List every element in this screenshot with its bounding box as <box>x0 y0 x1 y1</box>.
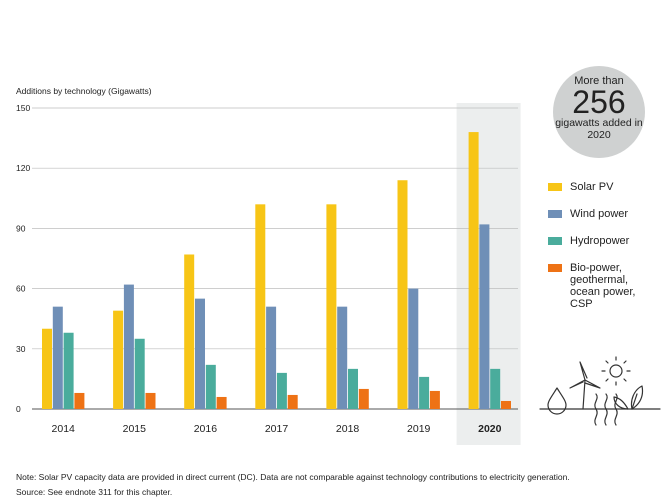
legend: Solar PV Wind power Hydropower Bio-power… <box>548 181 656 325</box>
y-tick-label: 60 <box>16 284 26 294</box>
y-tick-label: 120 <box>16 163 30 173</box>
y-tick-label: 150 <box>16 103 30 113</box>
water-drop-icon <box>547 387 567 415</box>
bar-hydropower-2018 <box>348 368 358 409</box>
y-tick-label: 0 <box>16 404 21 414</box>
bar-wind-2018 <box>337 306 348 409</box>
legend-item-solar: Solar PV <box>548 181 656 193</box>
bar-wind-2016 <box>195 298 205 409</box>
bar-bio-power-2016 <box>216 396 227 409</box>
callout-prefix: More than <box>574 75 624 87</box>
legend-swatch-wind <box>548 210 562 218</box>
x-tick-label: 2014 <box>52 423 76 435</box>
x-tick-label: 2017 <box>265 423 289 435</box>
bar-hydropower-2020 <box>490 368 501 409</box>
bar-bio-power-2018 <box>358 388 369 409</box>
legend-item-bio: Bio-power, geothermal, ocean power, CSP <box>548 262 656 310</box>
legend-swatch-bio <box>548 264 562 272</box>
bar-bio-power-2015 <box>145 392 156 409</box>
bar-solar-2019 <box>397 180 408 409</box>
legend-label-solar: Solar PV <box>570 181 614 193</box>
bar-bio-power-2014 <box>74 392 85 409</box>
bar-bio-power-2020 <box>501 400 511 409</box>
legend-swatch-solar <box>548 183 562 191</box>
bar-bio-power-2019 <box>429 390 440 409</box>
total-additions-callout: More than 256 gigawatts added in 2020 <box>553 66 645 158</box>
bar-solar-2016 <box>184 254 195 409</box>
leaf-icon <box>613 385 644 410</box>
legend-swatch-hydro <box>548 237 562 245</box>
bar-solar-2014 <box>42 328 52 409</box>
footnote-source: Source: See endnote 311 for this chapter… <box>16 487 173 497</box>
bar-wind-2017 <box>266 306 277 409</box>
x-tick-label: 2019 <box>407 423 431 435</box>
x-tick-label: 2015 <box>123 423 147 435</box>
callout-suffix: gigawatts added in 2020 <box>555 117 643 141</box>
x-tick-label: 2016 <box>194 423 218 435</box>
legend-label-wind: Wind power <box>570 208 629 220</box>
bar-hydropower-2016 <box>205 364 216 409</box>
bar-solar-2020 <box>468 132 479 409</box>
bar-bio-power-2017 <box>287 394 298 409</box>
bar-hydropower-2015 <box>134 338 145 409</box>
callout-number: 256 <box>572 84 626 120</box>
bar-solar-2017 <box>255 204 266 409</box>
footnote: Note: Solar PV capacity data are provide… <box>16 470 570 500</box>
y-tick-label: 30 <box>16 344 26 354</box>
legend-label-bio: Bio-power, geothermal, ocean power, CSP <box>570 262 636 310</box>
bar-hydropower-2017 <box>276 372 287 409</box>
legend-item-hydro: Hydropower <box>548 235 656 247</box>
bar-wind-2015 <box>123 284 134 409</box>
bar-wind-2020 <box>479 224 490 409</box>
bar-solar-2018 <box>326 204 337 409</box>
legend-label-hydro: Hydropower <box>570 235 630 247</box>
energy-icons <box>539 356 661 426</box>
wind-turbine-icon <box>569 361 601 410</box>
legend-item-wind: Wind power <box>548 208 656 220</box>
x-tick-label: 2018 <box>336 423 360 435</box>
y-tick-label: 90 <box>16 223 26 233</box>
bar-hydropower-2014 <box>63 332 74 409</box>
sun-icon <box>601 356 631 386</box>
y-axis-title: Additions by technology (Gigawatts) <box>16 86 152 96</box>
bar-wind-2019 <box>408 288 419 409</box>
bar-hydropower-2019 <box>419 376 430 409</box>
footnote-note: Note: Solar PV capacity data are provide… <box>16 472 570 482</box>
bar-wind-2014 <box>52 306 63 409</box>
bar-solar-2015 <box>113 310 124 409</box>
x-tick-label: 2020 <box>478 423 502 435</box>
